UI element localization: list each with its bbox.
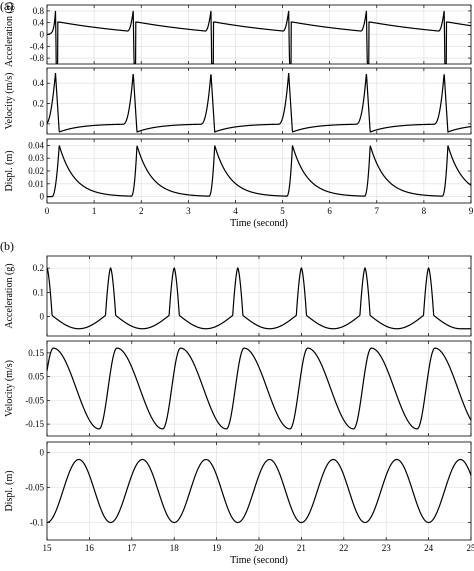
- chart-panel-4: 0 0.1 0.2 Acceleration (g): [4, 255, 472, 337]
- y-tick-label: -0.05: [25, 395, 44, 405]
- y-axis-label: Acceleration (g): [4, 263, 15, 328]
- x-tick-label: 21: [297, 543, 306, 553]
- x-tick-label: 7: [375, 206, 380, 216]
- y-axis-label: Velocity (m/s): [4, 73, 15, 130]
- plot-frame: [46, 67, 472, 135]
- y-tick-label: 0.02: [28, 166, 44, 176]
- x-tick-label: 15: [43, 543, 53, 553]
- y-axis-label: Acceleration (g): [4, 2, 15, 67]
- series-line: [46, 73, 472, 133]
- x-tick-label: 22: [339, 543, 348, 553]
- y-axis-label: Velocity (m/s): [4, 360, 15, 417]
- x-tick-label: 1: [92, 206, 97, 216]
- y-tick-label: -0.1: [30, 518, 44, 528]
- x-tick-label: 9: [469, 206, 474, 216]
- x-tick-label: 24: [424, 543, 434, 553]
- x-axis-label: Time (second): [230, 555, 288, 566]
- x-tick-label: 4: [233, 206, 238, 216]
- x-tick-label: 25: [467, 543, 474, 553]
- x-axis-label: Time (second): [230, 218, 288, 229]
- series-line: [46, 267, 471, 330]
- chart-panel-2: 0 0.2 0.4 Velocity (m/s): [4, 67, 472, 135]
- chart-panel-6: -0.1 -0.05 0 15 16 17 18 19 20 21 22 23 24 25 Time (se…: [4, 441, 474, 566]
- y-tick-label: 0.8: [33, 6, 45, 16]
- y-tick-label: 0.05: [28, 372, 44, 382]
- x-tick-label: 23: [382, 543, 392, 553]
- chart-panel-1: -0.8 -0.40 0.4 0.8 Acceleration (g): [4, 2, 472, 67]
- y-tick-label: 0.2: [33, 99, 44, 109]
- y-tick-label: -0.4: [30, 41, 45, 51]
- y-axis-label: Displ. (m): [4, 150, 15, 191]
- y-tick-label: 0: [40, 312, 45, 322]
- y-tick-label: -0.15: [25, 419, 44, 429]
- y-tick-label: 0.4: [33, 18, 45, 28]
- y-tick-label: 0: [40, 192, 45, 202]
- x-tick-label: 17: [127, 543, 137, 553]
- x-tick-label: 6: [327, 206, 332, 216]
- y-tick-label: -0.05: [25, 483, 44, 493]
- series-line: [47, 144, 472, 198]
- y-axis-label: Displ. (m): [4, 470, 15, 511]
- x-tick-label: 5: [280, 206, 285, 216]
- y-tick-label: 0: [40, 30, 45, 40]
- series-line: [46, 347, 472, 430]
- x-tick-label: 19: [212, 543, 222, 553]
- y-tick-label: 0.03: [28, 153, 44, 163]
- series-line: [46, 458, 472, 524]
- panel-label-b: (b): [0, 239, 14, 253]
- y-tick-label: 0.01: [28, 179, 44, 189]
- x-tick-label: 16: [85, 543, 95, 553]
- x-tick-label: 3: [186, 206, 191, 216]
- x-tick-label: 8: [422, 206, 427, 216]
- y-tick-label: 0.1: [33, 287, 44, 297]
- x-tick-label: 0: [45, 206, 50, 216]
- chart-panel-3: 0 0.01 0.02 0.03 0.04 0 1 2 3 4 5 6 7 8 9 Time (second)…: [4, 138, 474, 229]
- y-tick-label: 0: [40, 119, 45, 129]
- x-tick-label: 20: [255, 543, 265, 553]
- series-line: [46, 10, 472, 65]
- panel-label-a: (a): [0, 0, 13, 13]
- y-tick-label: 0.04: [28, 140, 44, 150]
- y-tick-label: 0.2: [33, 263, 44, 273]
- x-tick-label: 18: [170, 543, 180, 553]
- y-tick-label: 0.4: [33, 78, 45, 88]
- y-tick-label: 0.15: [28, 348, 44, 358]
- chart-panel-5: -0.15 -0.05 0.05 0.15 Velocity (m/s): [4, 340, 472, 437]
- x-tick-label: 2: [139, 206, 144, 216]
- y-tick-label: 0: [40, 448, 45, 458]
- y-tick-label: -0.8: [30, 53, 45, 63]
